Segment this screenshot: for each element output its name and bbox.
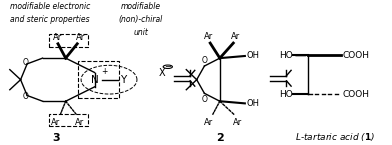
Text: COOH: COOH	[342, 51, 369, 60]
Text: Y: Y	[120, 75, 127, 85]
Text: Ar: Ar	[203, 32, 213, 41]
Text: OH: OH	[246, 99, 259, 108]
Text: $L$-tartaric acid ($\mathbf{1}$): $L$-tartaric acid ($\mathbf{1}$)	[296, 131, 376, 143]
Text: 2: 2	[216, 133, 224, 143]
Text: −: −	[164, 62, 171, 71]
Text: (non)-chiral: (non)-chiral	[119, 15, 163, 24]
Text: modifiable electronic: modifiable electronic	[10, 2, 91, 11]
Text: Ar: Ar	[74, 118, 84, 127]
Text: Ar: Ar	[51, 118, 61, 127]
Text: ·: ·	[308, 91, 309, 97]
Text: Ar: Ar	[76, 33, 85, 42]
Text: O: O	[201, 56, 207, 65]
Text: OH: OH	[246, 51, 259, 60]
Text: unit: unit	[133, 28, 148, 37]
Text: HO: HO	[279, 90, 293, 99]
Text: +: +	[101, 67, 107, 76]
Text: Ar: Ar	[53, 33, 62, 42]
Text: Ar: Ar	[231, 32, 241, 41]
Text: O: O	[201, 95, 207, 104]
Text: Ar: Ar	[232, 118, 242, 127]
Text: N: N	[91, 75, 98, 85]
Text: Ar: Ar	[204, 118, 214, 127]
Text: O: O	[23, 92, 29, 101]
Text: 3: 3	[52, 133, 60, 143]
Text: ·: ·	[308, 53, 309, 58]
Text: COOH: COOH	[342, 90, 369, 99]
Text: X: X	[159, 68, 165, 77]
Text: and steric properties: and steric properties	[11, 15, 90, 24]
Text: O: O	[23, 58, 29, 67]
Text: modifiable: modifiable	[121, 2, 161, 11]
Text: HO: HO	[279, 51, 293, 60]
